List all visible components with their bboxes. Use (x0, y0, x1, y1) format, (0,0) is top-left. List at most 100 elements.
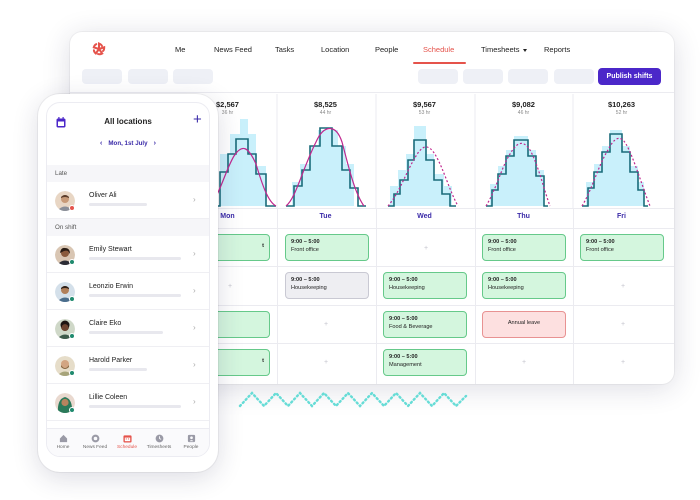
day-header-fri: Fri (617, 213, 626, 220)
shift-card[interactable]: 9:00 – 5:00 Housekeeping (383, 272, 467, 299)
roster-step-line (582, 133, 648, 207)
shift-role: Front office (586, 246, 614, 253)
shift-card[interactable]: 9:00 – 5:00 Front office (285, 234, 369, 261)
nav-schedule[interactable]: Schedule (423, 45, 455, 54)
stat-cost: $8,525 (314, 100, 337, 109)
chevron-down-icon (522, 48, 527, 52)
shift-card[interactable]: 9:00 – 5:00 Front office (580, 234, 664, 261)
day-header-mon: Mon (220, 213, 235, 220)
bottom-nav-schedule[interactable]: Schedule (111, 434, 143, 450)
list-item[interactable]: Oliver Ali › (47, 182, 209, 219)
toolbar-placeholder[interactable] (418, 69, 458, 84)
placeholder-bar (89, 294, 181, 297)
location-title[interactable]: All locations (104, 117, 152, 126)
toolbar-placeholder[interactable] (173, 69, 213, 84)
shift-role: Management (389, 361, 422, 368)
status-dot (69, 296, 75, 302)
add-shift-icon[interactable]: + (620, 321, 626, 328)
nav-me[interactable]: Me (175, 45, 186, 54)
shift-role: Housekeeping (389, 284, 425, 291)
shift-card[interactable]: 9:00 – 5:00 Management (383, 349, 467, 376)
list-item[interactable]: Harold Parker › (47, 347, 209, 384)
person-name: Claire Eko (89, 320, 122, 327)
add-shift-icon[interactable]: + (620, 283, 626, 290)
publish-shifts-button[interactable]: Publish shifts (598, 68, 661, 85)
demand-area (490, 136, 544, 206)
list-item[interactable]: Claire Eko › (47, 310, 209, 347)
date-label: Mon, 1st July (108, 140, 148, 147)
day-chart-tue (285, 127, 366, 207)
shift-card[interactable]: 9:00 – 5:00 Front office (482, 234, 566, 261)
bottom-nav-news-feed[interactable]: News Feed (79, 434, 111, 450)
toolbar-placeholder[interactable] (82, 69, 122, 84)
stat-hours: 46 hr (517, 110, 530, 116)
bottom-nav-label: People (183, 445, 199, 450)
stat-hours: 36 hr (221, 110, 234, 116)
day-chart-wed (387, 126, 459, 207)
app-logo-icon[interactable] (92, 42, 106, 56)
demand-area (220, 119, 266, 206)
placeholder-bar (89, 203, 147, 206)
shift-time: 9:00 – 5:00 (291, 239, 320, 245)
add-shift-icon[interactable]: + (323, 359, 329, 366)
stat-cost: $9,082 (512, 100, 535, 109)
add-shift-icon[interactable]: + (521, 359, 527, 366)
chevron-right-icon: › (193, 249, 196, 258)
stat-cost: $9,567 (413, 100, 436, 109)
bottom-nav-people[interactable]: People (175, 434, 207, 450)
list-item[interactable]: Lillie Coleen › (47, 384, 209, 421)
bottom-nav-home[interactable]: Home (47, 434, 79, 450)
shift-card[interactable]: 9:00 – 5:00 Housekeeping (482, 272, 566, 299)
toolbar-placeholder[interactable] (508, 69, 548, 84)
day-header-tue: Tue (319, 213, 332, 220)
forecast-line (581, 137, 651, 207)
annual-leave-card[interactable]: Annual leave (482, 311, 566, 338)
chevron-left-icon[interactable]: ‹ (100, 140, 103, 147)
shift-card[interactable]: 9:00 – 5:00 Housekeeping (285, 272, 369, 299)
shift-role: Front office (488, 246, 516, 253)
forecast-line (387, 146, 459, 207)
mobile-device: All locations + ‹ Mon, 1st July › Late Oli… (38, 94, 218, 472)
add-shift-icon[interactable]: + (323, 321, 329, 328)
roster-step-line (210, 138, 276, 207)
divider (70, 208, 674, 209)
grid-line (70, 228, 674, 229)
calendar-icon[interactable] (56, 117, 66, 128)
divider (70, 92, 674, 93)
grid-line (70, 343, 674, 344)
bottom-nav-timesheets[interactable]: Timesheets (143, 434, 175, 450)
section-header-on-shift: On shift (47, 219, 209, 236)
bottom-navigation: Home News Feed Schedule Timesheets Peopl… (47, 428, 209, 456)
nav-location[interactable]: Location (321, 45, 350, 54)
nav-reports[interactable]: Reports (544, 45, 571, 54)
roster-step-line (388, 139, 456, 207)
add-icon[interactable]: + (193, 111, 202, 128)
placeholder-bar (89, 257, 181, 260)
toolbar-placeholder[interactable] (128, 69, 168, 84)
list-item[interactable]: Emily Stewart › (47, 236, 209, 273)
shift-card[interactable]: 9:00 – 5:00 Food & Beverage (383, 311, 467, 338)
demand-area (390, 126, 452, 206)
grid-line (70, 266, 674, 267)
nav-timesheets[interactable]: Timesheets (481, 45, 527, 54)
add-shift-icon[interactable]: + (423, 245, 429, 252)
active-tab-indicator (413, 62, 466, 64)
grid-line (70, 305, 674, 306)
nav-people[interactable]: People (375, 45, 399, 54)
list-item[interactable]: Leonzio Erwin › (47, 273, 209, 310)
toolbar-placeholder[interactable] (554, 69, 594, 84)
add-shift-icon[interactable]: + (620, 359, 626, 366)
placeholder-bar (89, 405, 181, 408)
status-dot (69, 407, 75, 413)
shift-time: 9:00 – 5:00 (389, 277, 418, 283)
day-stat-tue: $8,525 44 hr (276, 100, 375, 116)
person-name: Harold Parker (89, 357, 133, 364)
nav-tasks[interactable]: Tasks (275, 45, 295, 54)
chevron-right-icon[interactable]: › (153, 140, 156, 147)
stat-cost: $2,567 (216, 100, 239, 109)
toolbar-placeholder[interactable] (463, 69, 503, 84)
add-shift-icon[interactable]: + (227, 283, 233, 290)
nav-news-feed[interactable]: News Feed (214, 45, 252, 54)
person-name: Oliver Ali (89, 192, 117, 199)
chevron-right-icon: › (193, 286, 196, 295)
